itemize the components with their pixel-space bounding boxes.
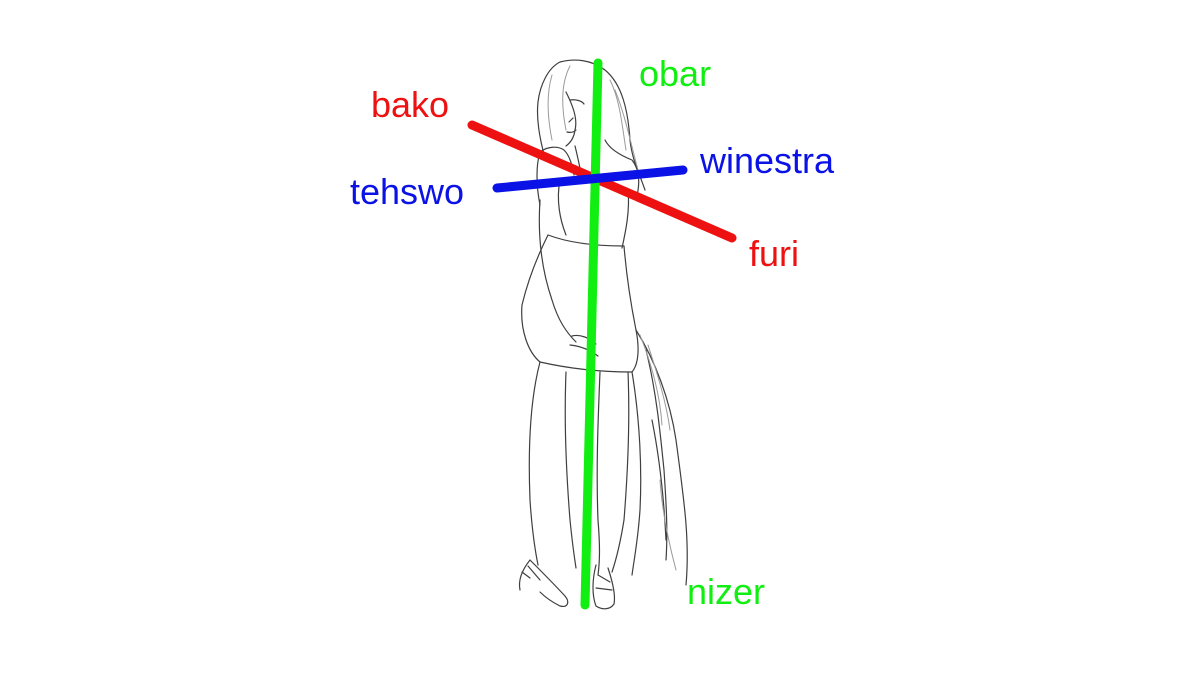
leg-right: [596, 371, 630, 576]
label-bako: bako: [371, 84, 450, 125]
hair-strands: [547, 65, 639, 171]
blue-axis-line: [492, 165, 688, 193]
face-outline: [565, 91, 585, 147]
label-winestra: winestra: [700, 140, 835, 181]
dress-folds: [639, 334, 677, 571]
woman-sketch: [518, 59, 688, 610]
label-obar: obar: [639, 53, 712, 94]
leg-left: [528, 361, 577, 569]
dress-drape: [631, 329, 688, 586]
label-nizer: nizer: [687, 571, 766, 612]
label-furi: furi: [749, 233, 800, 274]
shoe-left: [518, 559, 569, 607]
shoe-right: [592, 564, 616, 610]
hips-outline: [521, 234, 639, 373]
green-axis-line: [580, 58, 603, 610]
label-tehswo: tehswo: [350, 171, 465, 212]
